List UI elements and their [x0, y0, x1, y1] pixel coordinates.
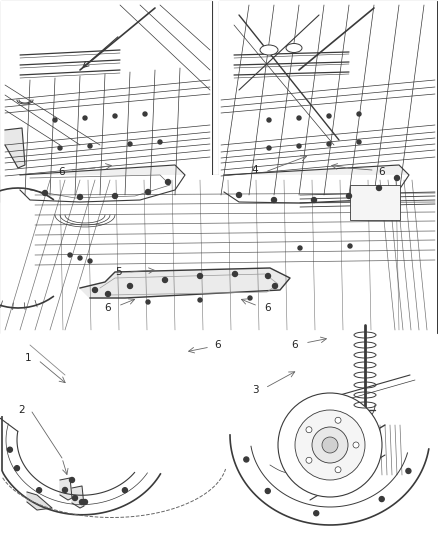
Bar [1, 175, 437, 333]
Circle shape [327, 142, 331, 146]
Circle shape [314, 511, 319, 516]
Circle shape [14, 466, 19, 471]
Circle shape [92, 287, 98, 293]
Circle shape [311, 198, 317, 203]
Circle shape [143, 112, 147, 116]
Circle shape [272, 284, 278, 288]
Circle shape [267, 146, 271, 150]
Circle shape [73, 496, 78, 500]
Circle shape [244, 457, 249, 462]
Circle shape [122, 488, 127, 492]
Circle shape [7, 447, 12, 452]
Bar [1, 175, 437, 333]
Text: 1: 1 [25, 353, 31, 363]
Bar [1, 1, 212, 202]
Circle shape [272, 198, 276, 203]
Circle shape [145, 190, 151, 195]
Polygon shape [72, 486, 84, 508]
Circle shape [278, 393, 382, 497]
Text: 6: 6 [265, 303, 271, 313]
Circle shape [265, 489, 270, 494]
Text: 3: 3 [252, 385, 258, 395]
Polygon shape [27, 492, 52, 510]
Circle shape [146, 300, 150, 304]
Circle shape [68, 253, 72, 257]
Circle shape [406, 469, 411, 473]
Circle shape [267, 118, 271, 122]
Polygon shape [60, 478, 72, 500]
Text: 6: 6 [215, 340, 221, 350]
Circle shape [357, 140, 361, 144]
Circle shape [158, 140, 162, 144]
Circle shape [306, 457, 312, 463]
Polygon shape [80, 268, 290, 298]
Circle shape [83, 116, 87, 120]
Circle shape [395, 175, 399, 181]
Circle shape [70, 478, 74, 482]
Bar [1, 330, 437, 531]
Circle shape [327, 114, 331, 118]
Polygon shape [20, 165, 185, 202]
Circle shape [295, 410, 365, 480]
Circle shape [113, 193, 117, 198]
Polygon shape [5, 128, 25, 168]
Circle shape [377, 185, 381, 190]
Text: 6: 6 [105, 303, 111, 313]
Circle shape [88, 259, 92, 263]
Bar [1, 330, 437, 532]
Circle shape [335, 467, 341, 473]
Circle shape [128, 142, 132, 146]
Circle shape [306, 427, 312, 433]
Circle shape [353, 442, 359, 448]
Circle shape [78, 256, 82, 260]
Bar [219, 1, 437, 202]
Circle shape [106, 292, 110, 296]
Text: 5: 5 [115, 267, 121, 277]
Circle shape [322, 437, 338, 453]
Circle shape [233, 271, 237, 277]
Circle shape [162, 278, 167, 282]
Bar [1, 1, 212, 202]
Circle shape [348, 244, 352, 248]
Polygon shape [224, 165, 409, 203]
Circle shape [82, 499, 88, 505]
Circle shape [357, 112, 361, 116]
Circle shape [58, 146, 62, 150]
Circle shape [379, 497, 384, 502]
Circle shape [297, 144, 301, 148]
Ellipse shape [260, 45, 278, 55]
Circle shape [166, 180, 170, 184]
Circle shape [198, 273, 202, 279]
Circle shape [248, 296, 252, 300]
Bar [350, 185, 400, 220]
Ellipse shape [286, 44, 302, 52]
Text: 6: 6 [59, 167, 65, 177]
Circle shape [346, 193, 352, 198]
Circle shape [265, 273, 271, 279]
Text: 6: 6 [379, 167, 385, 177]
Circle shape [297, 116, 301, 120]
Circle shape [127, 284, 133, 288]
Circle shape [37, 488, 42, 492]
Circle shape [88, 144, 92, 148]
Circle shape [80, 499, 85, 505]
Text: 6: 6 [292, 340, 298, 350]
Circle shape [298, 246, 302, 250]
Text: 4: 4 [252, 165, 258, 175]
Bar [219, 1, 437, 202]
Circle shape [63, 488, 67, 492]
Circle shape [237, 192, 241, 198]
Circle shape [53, 118, 57, 122]
Circle shape [312, 427, 348, 463]
Circle shape [198, 298, 202, 302]
Circle shape [78, 195, 82, 199]
Circle shape [113, 114, 117, 118]
Circle shape [42, 190, 47, 196]
Text: 2: 2 [19, 405, 25, 415]
Circle shape [335, 417, 341, 423]
